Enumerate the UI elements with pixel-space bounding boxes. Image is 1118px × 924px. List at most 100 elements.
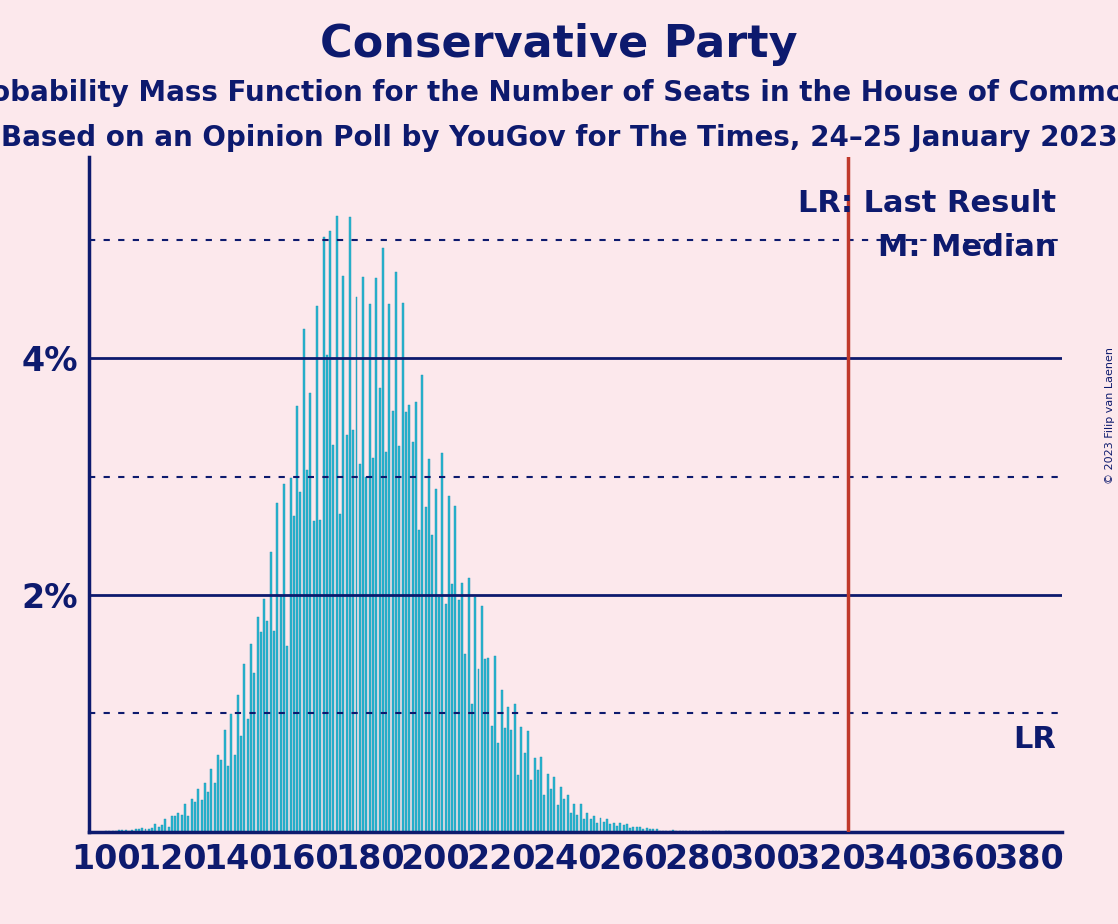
Bar [339,514,341,832]
Bar [273,631,275,832]
Bar [300,492,302,832]
Bar [425,507,427,832]
Bar [325,356,328,832]
Bar [306,470,309,832]
Bar [563,799,566,832]
Bar [286,646,288,832]
Bar [254,673,255,832]
Bar [613,822,615,832]
Bar [586,812,588,832]
Bar [332,445,334,832]
Bar [283,484,285,832]
Bar [639,827,641,832]
Bar [122,831,123,832]
Bar [193,802,196,832]
Bar [477,669,480,832]
Bar [191,798,192,832]
Bar [435,489,437,832]
Bar [352,430,354,832]
Bar [164,820,167,832]
Bar [131,831,133,832]
Bar [310,393,311,832]
Bar [616,826,618,832]
Bar [504,728,505,832]
Bar [125,831,126,832]
Bar [386,452,387,832]
Bar [388,304,390,832]
Bar [606,819,608,832]
Bar [547,773,549,832]
Bar [662,831,664,832]
Bar [366,478,368,832]
Bar [498,743,500,832]
Bar [210,769,212,832]
Bar [141,828,143,832]
Bar [134,830,136,832]
Bar [471,704,473,832]
Bar [188,816,189,832]
Text: © 2023 Filip van Laenen: © 2023 Filip van Laenen [1106,347,1115,484]
Bar [181,816,182,832]
Bar [445,604,446,832]
Text: Probability Mass Function for the Number of Seats in the House of Commons: Probability Mass Function for the Number… [0,79,1118,106]
Bar [442,453,443,832]
Bar [401,303,404,832]
Bar [405,412,407,832]
Bar [138,829,140,832]
Bar [448,495,449,832]
Bar [303,329,305,832]
Bar [481,606,483,832]
Bar [178,813,180,832]
Bar [467,578,470,832]
Bar [527,731,529,832]
Bar [530,780,532,832]
Bar [570,813,571,832]
Bar [224,730,226,832]
Bar [335,216,338,832]
Bar [230,714,233,832]
Bar [391,411,394,832]
Bar [362,276,364,832]
Bar [577,815,578,832]
Bar [234,755,236,832]
Bar [487,658,490,832]
Bar [582,820,585,832]
Bar [119,830,120,832]
Bar [379,387,380,832]
Text: Based on an Opinion Poll by YouGov for The Times, 24–25 January 2023: Based on an Opinion Poll by YouGov for T… [1,124,1117,152]
Bar [421,375,424,832]
Bar [247,719,248,832]
Bar [494,656,496,832]
Bar [596,822,598,832]
Bar [626,824,628,832]
Bar [214,783,216,832]
Bar [158,827,160,832]
Bar [464,654,466,832]
Bar [174,817,177,832]
Bar [518,774,519,832]
Bar [514,704,515,832]
Bar [599,819,601,832]
Bar [533,759,536,832]
Bar [609,824,612,832]
Bar [369,304,371,832]
Bar [589,819,591,832]
Bar [184,804,186,832]
Bar [220,760,222,832]
Bar [523,753,525,832]
Bar [329,231,331,832]
Bar [511,730,512,832]
Bar [316,306,318,832]
Bar [452,584,453,832]
Bar [411,442,414,832]
Bar [652,830,654,832]
Bar [359,464,361,832]
Bar [574,804,575,832]
Bar [372,457,375,832]
Bar [623,825,625,832]
Bar [161,825,163,832]
Bar [382,248,383,832]
Bar [227,766,229,832]
Bar [438,598,439,832]
Bar [154,824,157,832]
